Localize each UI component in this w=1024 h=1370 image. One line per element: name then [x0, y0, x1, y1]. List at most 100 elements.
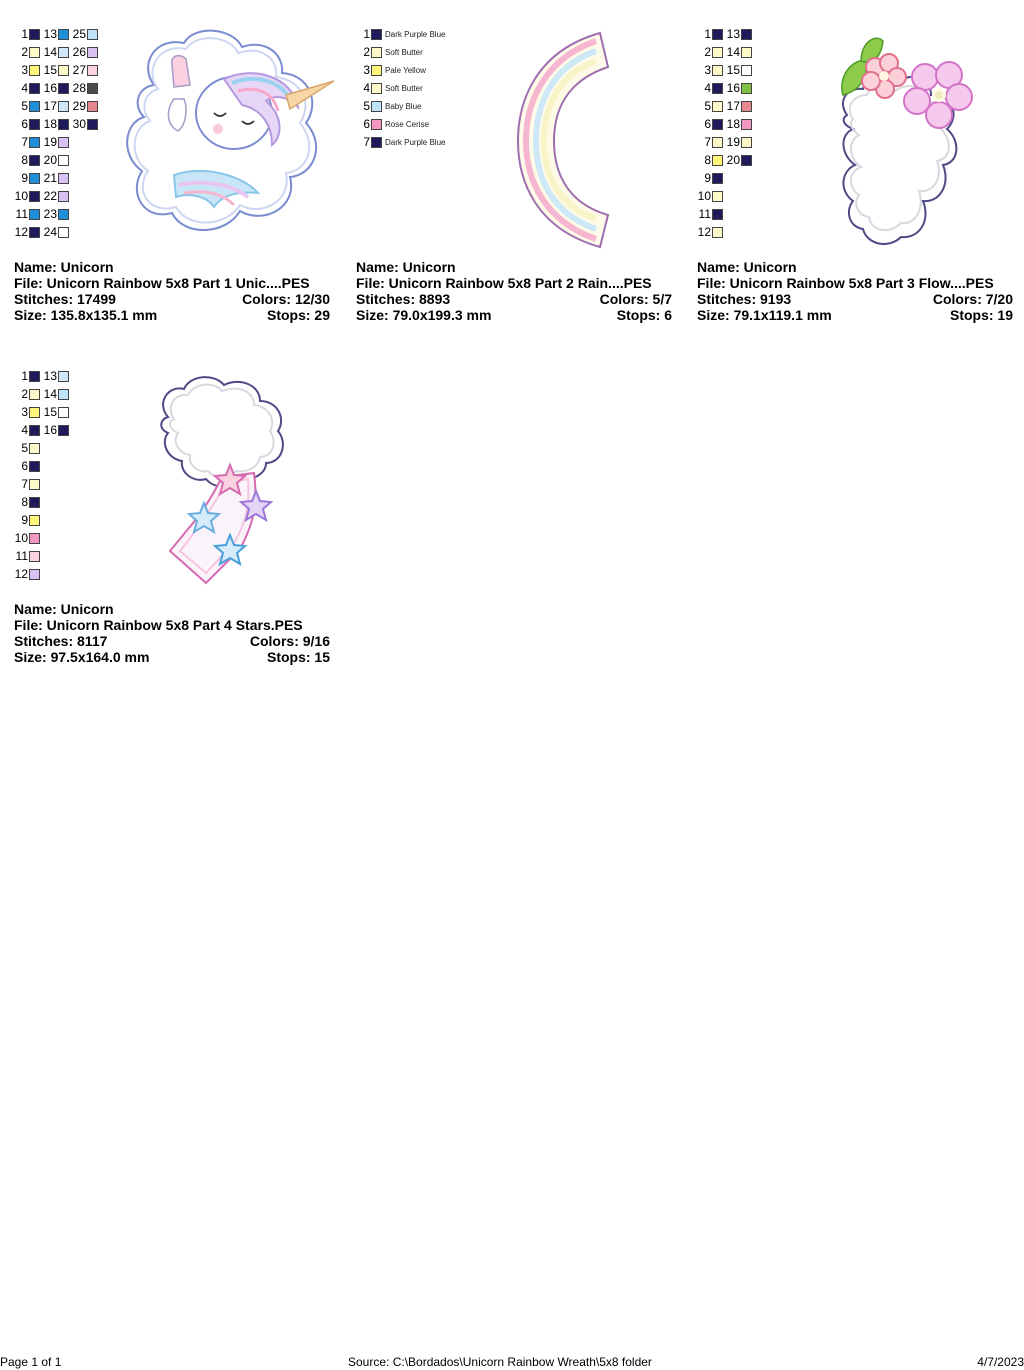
swatch-column: 1 2 3 4 5 6 7 8 9 10 11 12: [14, 25, 40, 241]
color-swatch: 2: [14, 43, 40, 61]
swatch-color-box: [58, 82, 69, 94]
swatch-color-box: [712, 154, 723, 166]
color-swatch: 2: [697, 43, 723, 61]
swatch-color-box: [29, 136, 40, 148]
swatch-number: 7: [21, 477, 28, 491]
swatch-color-box: [741, 64, 752, 76]
swatch-color-box: [58, 190, 69, 202]
swatch-number: 12: [14, 225, 28, 239]
swatch-color-box: [29, 424, 40, 436]
color-swatch: 27: [72, 61, 98, 79]
swatch-number: 14: [43, 45, 57, 59]
color-swatch: 11: [697, 205, 723, 223]
swatch-number: 30: [72, 117, 86, 131]
design-name: Name: Unicorn: [14, 259, 114, 275]
color-swatch: 7 Dark Purple Blue: [356, 133, 445, 151]
swatch-color-box: [29, 496, 40, 508]
swatch-color-name: Rose Cerise: [385, 119, 430, 129]
color-swatch: 20: [726, 151, 752, 169]
swatch-color-box: [29, 208, 40, 220]
color-swatch: 5: [14, 97, 40, 115]
swatch-number: 27: [72, 63, 86, 77]
color-swatch: 6 Rose Cerise: [356, 115, 445, 133]
swatch-number: 3: [704, 63, 711, 77]
swatch-column: 13 14 15 16 17 18 19 20: [726, 25, 752, 169]
swatch-number: 20: [726, 153, 740, 167]
swatch-number: 1: [704, 27, 711, 41]
swatch-number: 7: [21, 135, 28, 149]
swatch-number: 13: [43, 369, 57, 383]
color-swatch: 1: [697, 25, 723, 43]
color-swatch: 30: [72, 115, 98, 133]
color-swatch: 16: [43, 79, 69, 97]
swatch-color-name: Dark Purple Blue: [385, 29, 446, 39]
color-swatch: 17: [726, 97, 752, 115]
color-swatch: 2 Soft Butter: [356, 43, 445, 61]
swatch-number: 19: [726, 135, 740, 149]
color-swatch: 10: [14, 187, 40, 205]
stitch-count: Stitches: 8117: [14, 633, 108, 649]
swatch-number: 9: [704, 171, 711, 185]
swatch-number: 23: [43, 207, 57, 221]
color-swatch: 18: [726, 115, 752, 133]
swatch-number: 15: [726, 63, 740, 77]
swatch-color-name: Soft Butter: [385, 47, 423, 57]
color-swatch: 12: [697, 223, 723, 241]
color-swatch: 11: [14, 547, 40, 565]
color-swatch: 16: [726, 79, 752, 97]
swatch-color-box: [712, 82, 723, 94]
unicorn-design-preview: [126, 29, 334, 231]
swatch-color-box: [741, 136, 752, 148]
design-size: Size: 97.5x164.0 mm: [14, 649, 150, 665]
swatch-color-box: [371, 64, 382, 76]
swatch-color-box: [712, 172, 723, 184]
color-swatch: 19: [43, 133, 69, 151]
color-swatch: 8: [14, 151, 40, 169]
swatch-number: 8: [21, 495, 28, 509]
swatch-color-box: [29, 532, 40, 544]
design-name: Name: Unicorn: [14, 601, 114, 617]
swatch-color-box: [741, 100, 752, 112]
swatch-color-box: [58, 370, 69, 382]
swatch-number: 1: [363, 27, 370, 41]
flower-cloud-design-preview: [841, 37, 973, 245]
swatch-color-box: [371, 100, 382, 112]
swatch-number: 18: [43, 117, 57, 131]
swatch-number: 11: [15, 207, 28, 221]
color-swatch: 3 Pale Yellow: [356, 61, 445, 79]
swatch-number: 5: [704, 99, 711, 113]
color-swatch: 10: [14, 529, 40, 547]
color-swatch: 7: [697, 133, 723, 151]
swatch-color-box: [712, 64, 723, 76]
swatch-color-box: [29, 172, 40, 184]
swatch-color-box: [741, 46, 752, 58]
color-swatch: 3: [697, 61, 723, 79]
swatch-color-box: [371, 28, 382, 40]
swatch-color-box: [29, 460, 40, 472]
color-swatch: 17: [43, 97, 69, 115]
color-swatch: 19: [726, 133, 752, 151]
design-card-2: 1 Dark Purple Blue 2 Soft Butter 3 Pale Yello…: [356, 25, 676, 355]
swatch-number: 6: [21, 459, 28, 473]
swatch-color-box: [58, 136, 69, 148]
swatch-color-box: [29, 82, 40, 94]
color-swatch: 11: [14, 205, 40, 223]
color-swatch: 4: [697, 79, 723, 97]
swatch-color-box: [29, 226, 40, 238]
swatch-number: 15: [43, 63, 57, 77]
swatch-color-box: [741, 118, 752, 130]
color-swatch: 4: [14, 79, 40, 97]
color-swatch: 8: [14, 493, 40, 511]
color-swatch: 14: [43, 43, 69, 61]
swatch-color-box: [58, 64, 69, 76]
color-swatch: 1: [14, 25, 40, 43]
color-swatch: 5: [14, 439, 40, 457]
stop-count: Stops: 19: [949, 307, 1013, 323]
swatch-color-box: [58, 208, 69, 220]
color-swatch: 6: [14, 115, 40, 133]
color-swatch: 12: [14, 565, 40, 583]
swatch-color-box: [87, 64, 98, 76]
swatch-color-box: [712, 28, 723, 40]
swatch-color-box: [58, 226, 69, 238]
color-swatch: 25: [72, 25, 98, 43]
